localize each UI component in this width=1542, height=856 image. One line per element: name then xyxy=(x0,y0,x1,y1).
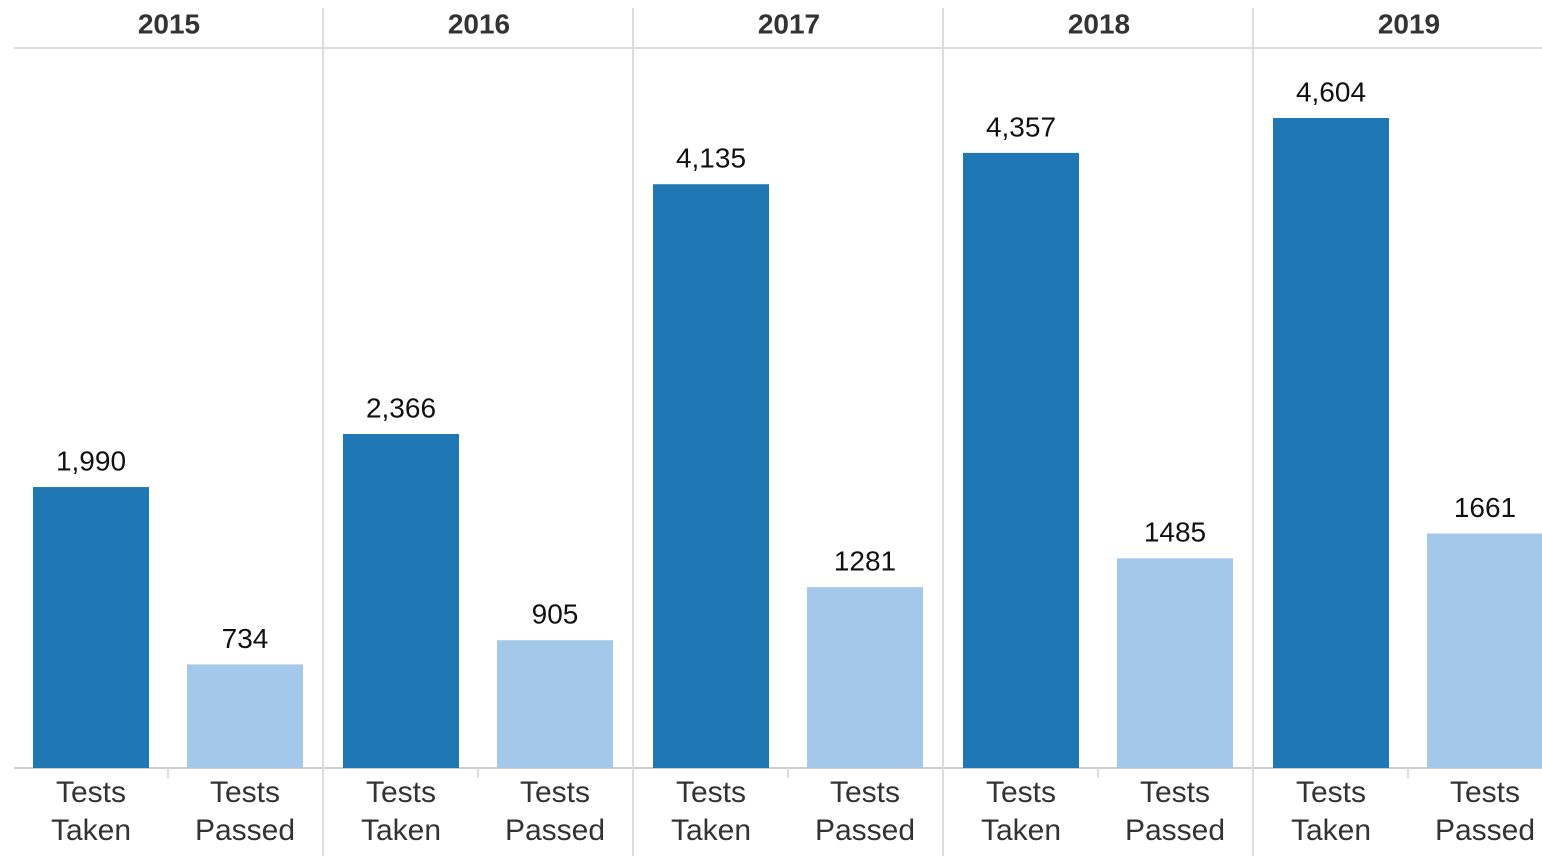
value-label: 4,604 xyxy=(1296,76,1366,107)
value-label: 1661 xyxy=(1454,492,1516,523)
bar xyxy=(497,640,613,768)
value-label: 4,357 xyxy=(986,111,1056,142)
bar xyxy=(1427,533,1542,768)
year-header: 2017 xyxy=(758,8,820,39)
bar xyxy=(653,184,769,768)
bar xyxy=(187,664,303,768)
bar xyxy=(1117,558,1233,768)
value-label: 4,135 xyxy=(676,143,746,174)
value-label: 905 xyxy=(532,599,579,630)
series-label: Tests Passed xyxy=(1434,776,1536,847)
bar xyxy=(963,152,1079,769)
value-label: 2,366 xyxy=(366,392,436,423)
series-label: Tests Taken xyxy=(360,776,442,847)
year-header: 2015 xyxy=(138,8,200,39)
series-label: Tests Passed xyxy=(504,776,606,847)
series-label: Tests Taken xyxy=(670,776,752,847)
bar xyxy=(33,487,149,768)
value-label: 1485 xyxy=(1144,517,1206,548)
series-label: Tests Taken xyxy=(50,776,132,847)
bar xyxy=(807,587,923,768)
series-label: Tests Passed xyxy=(1124,776,1226,847)
value-label: 1,990 xyxy=(56,445,126,476)
year-header: 2019 xyxy=(1378,8,1440,39)
bar xyxy=(1273,118,1389,768)
value-label: 1281 xyxy=(834,546,896,577)
series-label: Tests Passed xyxy=(194,776,296,847)
bar xyxy=(343,433,459,768)
series-label: Tests Taken xyxy=(980,776,1062,847)
series-label: Tests Taken xyxy=(1290,776,1372,847)
series-label: Tests Passed xyxy=(814,776,916,847)
value-label: 734 xyxy=(222,623,269,654)
year-header: 2016 xyxy=(448,8,510,39)
year-header: 2018 xyxy=(1068,8,1130,39)
